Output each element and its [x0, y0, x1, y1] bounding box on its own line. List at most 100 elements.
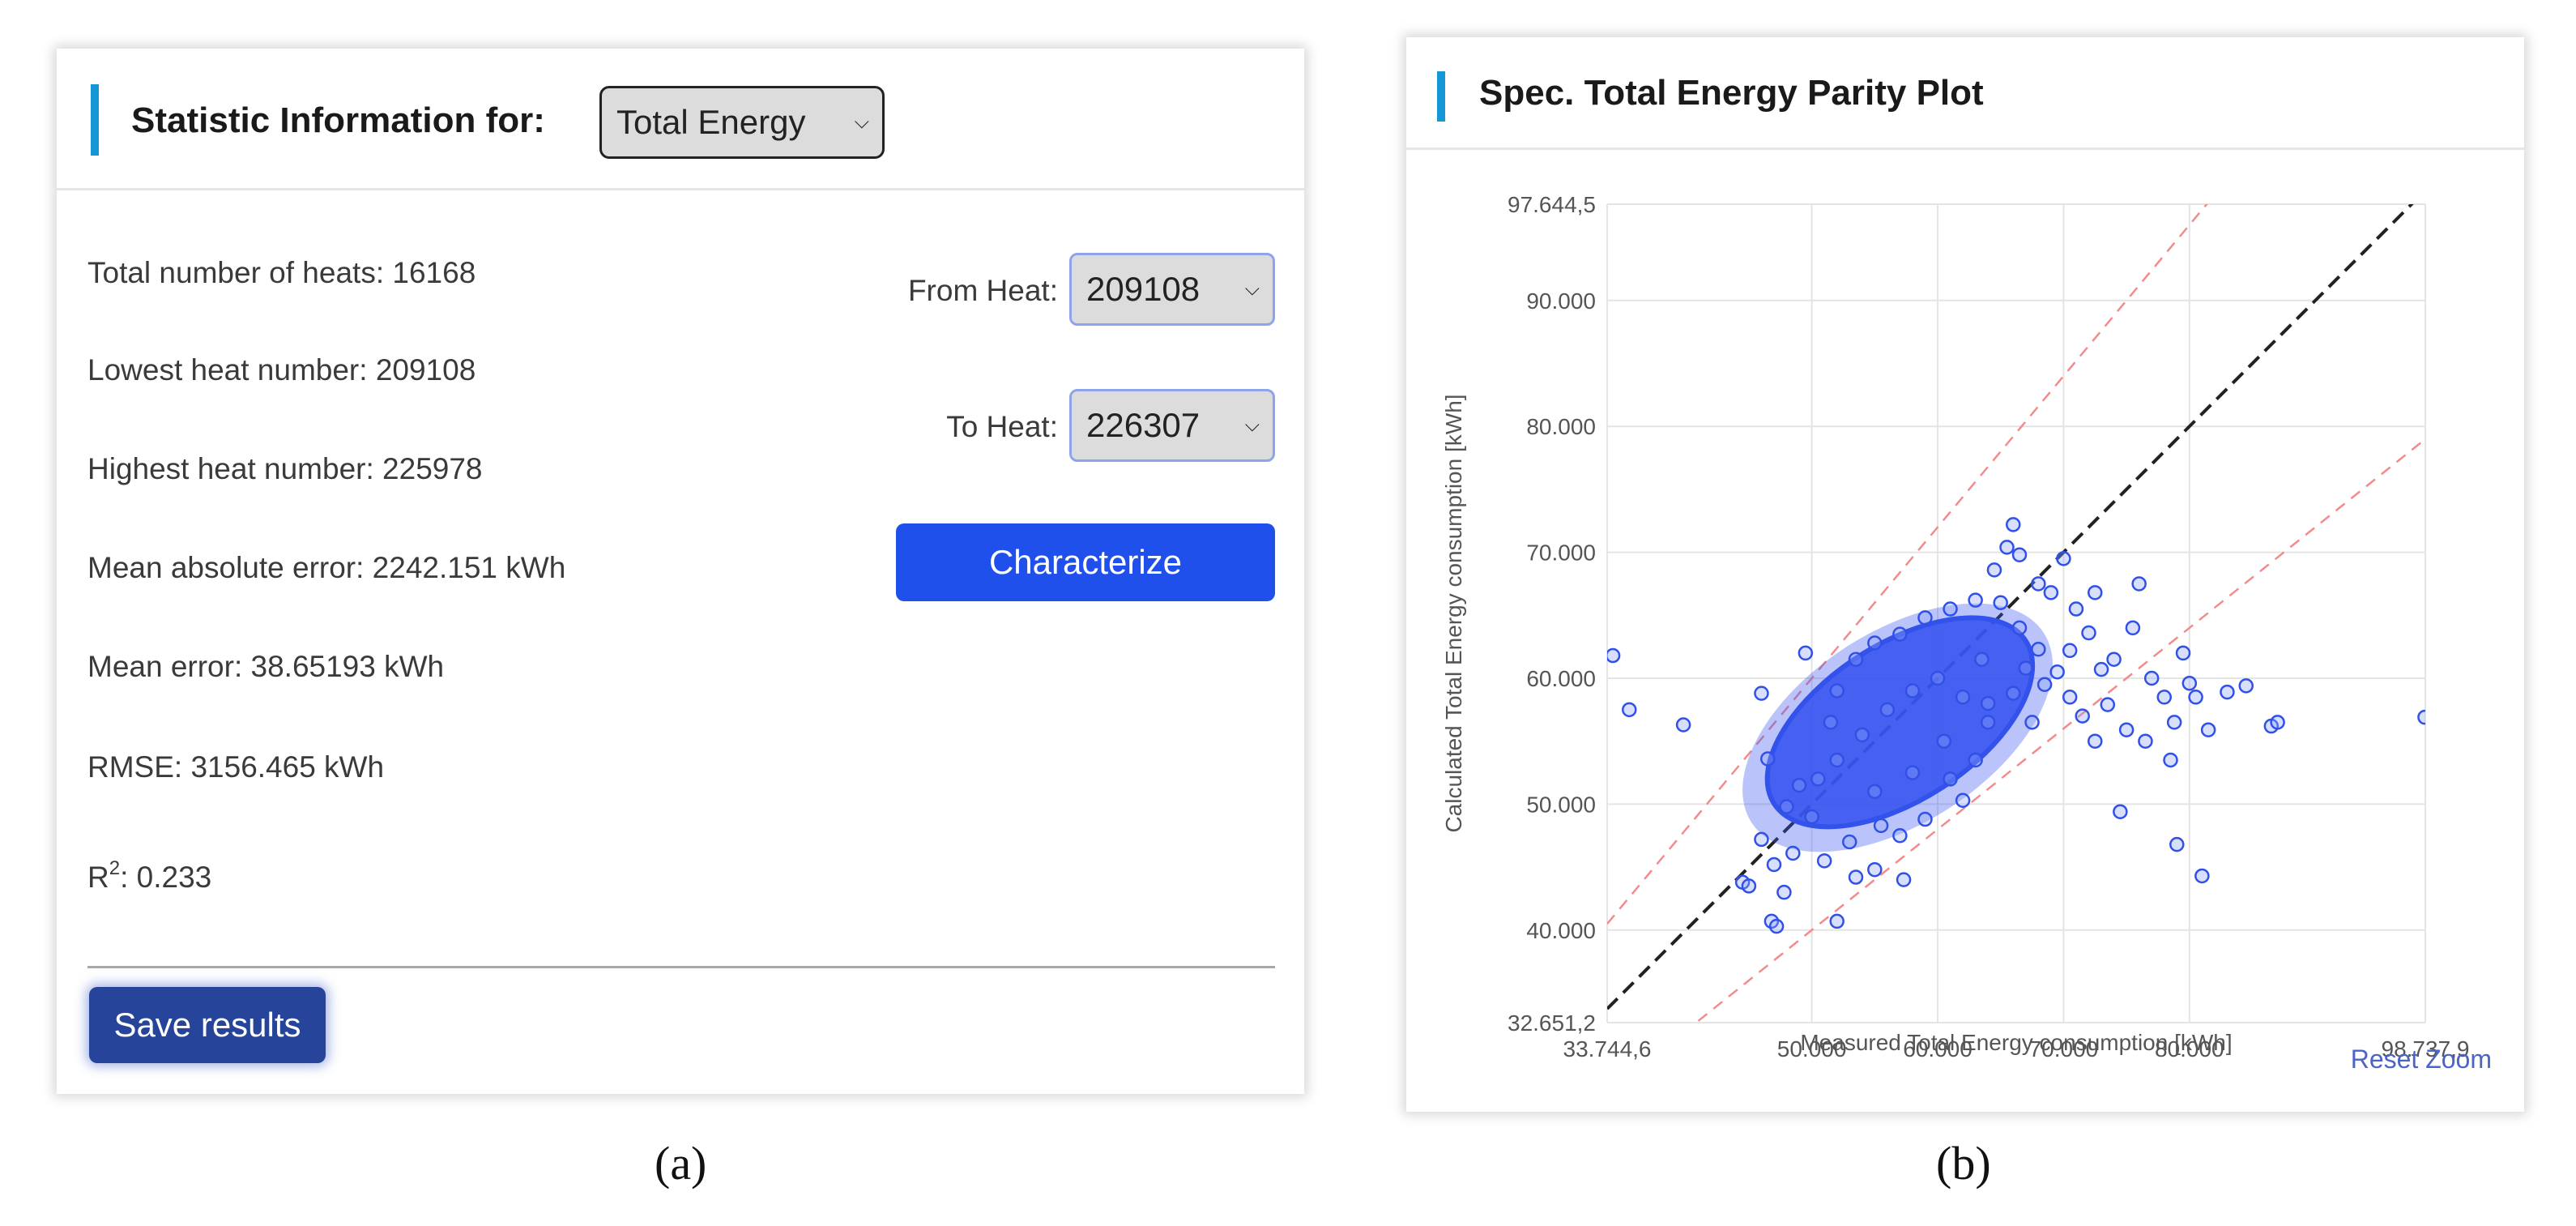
stat-rmse: RMSE: 3156.465 kWh: [87, 750, 385, 784]
scatter-point: [1968, 752, 1983, 768]
scatter-point: [1607, 647, 1621, 664]
scatter-point: [2113, 804, 2128, 819]
chevron-down-icon: ⌵: [1244, 414, 1260, 436]
scatter-point: [2081, 625, 2096, 641]
scatter-point: [2036, 677, 2053, 693]
characterize-button[interactable]: Characterize: [896, 523, 1275, 601]
chevron-down-icon: ⌵: [1244, 278, 1260, 300]
divider: [87, 966, 1275, 968]
scatter-point: [1867, 635, 1883, 651]
scatter-point: [1930, 670, 1946, 686]
scatter-point: [2056, 551, 2071, 566]
chevron-down-icon: ⌵: [854, 111, 869, 133]
scatter-point: [1943, 601, 1958, 617]
scatter-point: [2270, 715, 2285, 730]
scatter-point: [1810, 771, 1826, 787]
scatter-point: [1904, 765, 1921, 780]
save-results-button[interactable]: Save results: [89, 987, 326, 1063]
y-tick-label: 50.000: [1526, 792, 1596, 817]
upper_bound-line: [1607, 204, 2208, 925]
parity-plot-title: Spec. Total Energy Parity Plot: [1479, 73, 1984, 113]
x-axis-label: Measured Total Energy consumption [kWh]: [1800, 1030, 2232, 1055]
scatter-point: [2125, 620, 2141, 636]
scatter-point: [1943, 771, 1958, 787]
scatter-point: [1816, 853, 1832, 869]
y-gridlines: [1607, 203, 2425, 1023]
lower_bound-line: [1694, 438, 2425, 1023]
point-cluster: [1742, 603, 2053, 852]
from-heat-label: From Heat:: [907, 274, 1058, 307]
header-accent-bar: [1437, 71, 1445, 122]
scatter-point: [2062, 643, 2078, 659]
scatter-point: [2220, 684, 2235, 700]
x-tick-label: 60.000: [1903, 1036, 1973, 1062]
scatter-point: [2031, 576, 2046, 592]
r2-value: : 0.233: [120, 861, 212, 894]
scatter-point: [1741, 878, 1757, 894]
scatter-point: [1854, 727, 1870, 743]
scatter-point: [2075, 708, 2090, 724]
scatter-point: [2011, 620, 2028, 636]
scatter-point: [2118, 722, 2135, 737]
scatter-point: [1754, 686, 1769, 701]
scatter-point: [2088, 585, 2103, 600]
scatter-point: [1873, 818, 1889, 834]
scatter-point: [2194, 868, 2210, 884]
scatter-point: [2062, 690, 2078, 705]
x-gridlines: [1606, 204, 2426, 1023]
scatter-point: [1829, 683, 1845, 698]
scatter-point: [2049, 664, 2065, 680]
y-tick-label: 80.000: [1526, 414, 1596, 439]
scatter-point: [1848, 869, 1864, 885]
scatter-point: [1675, 717, 1691, 733]
scatter-point: [1759, 751, 1776, 767]
statistics-card-header: Statistic Information for: Total Energy …: [57, 49, 1304, 190]
scatter-point: [2143, 670, 2160, 686]
stat-lowest-heat: Lowest heat number: 209108: [87, 353, 476, 387]
scatter-point: [2181, 675, 2198, 691]
statistics-card: Statistic Information for: Total Energy …: [57, 49, 1304, 1094]
scatter-point: [1791, 777, 1807, 793]
parity-scatter-chart[interactable]: 33.744,6 50.000 60.000 70.000 80.000 98.737,9…: [1406, 151, 2524, 1099]
cluster-shape: [1742, 603, 2053, 852]
x-tick-label: 33.744,6: [1563, 1036, 1652, 1062]
y-tick-label: 70.000: [1526, 540, 1596, 566]
scatter-point: [2006, 686, 2021, 701]
scatter-point: [1879, 702, 1896, 718]
scatter-point: [1955, 792, 1971, 808]
r2-superscript: 2: [109, 857, 121, 879]
scatter-point: [1968, 592, 1983, 608]
scatter-point: [1904, 683, 1921, 698]
parity-plot-header: Spec. Total Energy Parity Plot: [1406, 37, 2524, 150]
to-heat-label: To Heat:: [946, 410, 1058, 443]
r2-prefix: R: [87, 861, 109, 894]
scatter-point: [2188, 690, 2203, 705]
scatter-point: [1955, 690, 1971, 705]
scatter-point: [1917, 610, 1933, 626]
scatter-point: [2043, 585, 2059, 600]
y-tick-labels: 32.651,2 40.000 50.000 60.000 70.000 80.000 90…: [1508, 192, 1596, 1036]
scatter-point: [1993, 595, 2008, 611]
caption-b: (b): [1936, 1137, 1991, 1190]
to-heat-select[interactable]: 226307 ⌵: [1069, 389, 1275, 462]
scatter-point: [1829, 913, 1845, 929]
scatter-point: [2018, 660, 2034, 676]
scatter-point: [2031, 642, 2046, 657]
scatter-point: [2068, 601, 2084, 617]
from-heat-select[interactable]: 209108 ⌵: [1069, 253, 1275, 326]
to-heat-value: 226307: [1086, 406, 1201, 444]
metric-select[interactable]: Total Energy ⌵: [599, 86, 885, 159]
scatter-point: [1936, 733, 1952, 749]
scatter-point: [1917, 811, 1933, 827]
reset-zoom-link[interactable]: Reset Zoom: [2350, 1044, 2492, 1074]
y-tick-label: 90.000: [1526, 288, 1596, 314]
scatter-point: [1892, 626, 1908, 642]
caption-a: (a): [655, 1137, 707, 1190]
y-tick-label: 60.000: [1526, 666, 1596, 691]
scatter-point: [1867, 861, 1883, 878]
scatter-point: [1896, 872, 1912, 887]
scatter-point: [2106, 651, 2122, 667]
statistics-title: Statistic Information for:: [131, 100, 545, 140]
parity-line: [1607, 204, 2414, 1010]
stat-r-squared: R2: 0.233: [87, 857, 211, 895]
